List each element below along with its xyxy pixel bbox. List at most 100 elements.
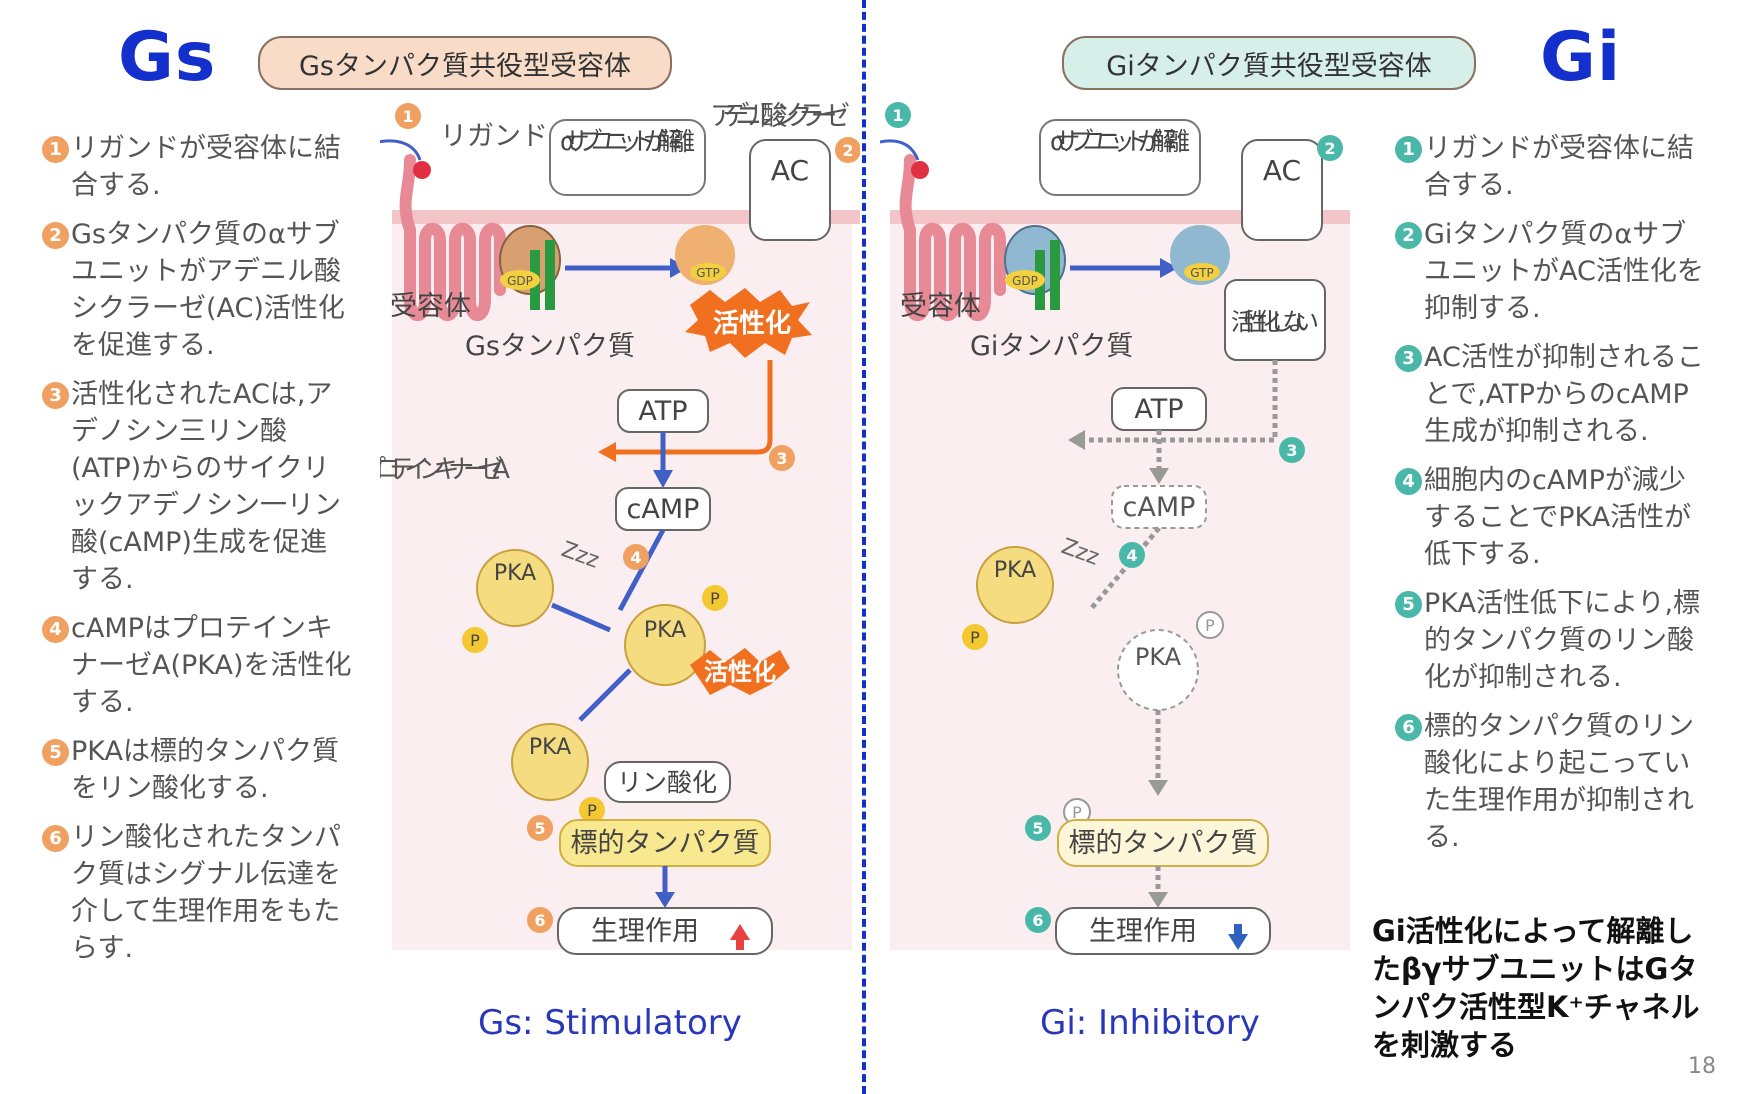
gs-ligand-arrow <box>380 139 422 161</box>
svg-text:5: 5 <box>534 819 545 838</box>
gs-receptor-shape <box>399 154 506 321</box>
gi-gdp <box>1005 270 1045 290</box>
svg-text:4: 4 <box>1126 546 1137 565</box>
gi-marker-5 <box>1025 815 1051 841</box>
gs-heading: Gs <box>118 18 217 97</box>
gi-marker-3 <box>1279 437 1305 463</box>
gs-physiology-label: 生理作用 <box>591 916 699 947</box>
gs-marker-5 <box>527 815 553 841</box>
gi-diagram: 1 受容体 GDP Giタンパク質 αサブユニットが解離 GTP AC 2 活性… <box>880 102 1350 955</box>
gi-pka-inactive <box>1117 629 1199 711</box>
gs-adenylate-label: アデニル酸シクラーゼ <box>710 101 850 132</box>
svg-text:PKA: PKA <box>494 561 536 586</box>
gs-step-3: 3 活性化されたACは,アデノシン三リン酸(ATP)からのサイクリックアデノシン一… <box>42 376 352 598</box>
gs-target-label: 標的タンパク質 <box>571 828 760 859</box>
gs-ac-label: AC <box>771 154 809 187</box>
gi-ligand-dot <box>911 161 929 179</box>
gi-target-label: 標的タンパク質 <box>1069 828 1258 859</box>
gi-physiology-label: 生理作用 <box>1089 916 1197 947</box>
gi-receptor-title: Giタンパク質共役型受容体 <box>1062 36 1476 90</box>
gs-activation-arrow <box>616 360 773 455</box>
gs-pka-arrow-2 <box>578 668 632 722</box>
gi-step-1: 1 リガンドが受容体に結合する. <box>1395 130 1705 204</box>
gs-phosphorylation-label: リン酸化 <box>617 768 717 797</box>
gs-gtp <box>690 263 726 281</box>
svg-text:PKA: PKA <box>644 618 686 643</box>
svg-text:P: P <box>710 589 720 608</box>
svg-text:PKA: PKA <box>1135 643 1182 671</box>
center-divider <box>862 0 866 1094</box>
svg-text:1: 1 <box>892 106 903 125</box>
gs-activation-burst <box>685 288 812 358</box>
gi-camp-arrow <box>1088 526 1161 612</box>
svg-text:P: P <box>470 631 480 650</box>
gs-g-protein-label: Gsタンパク質 <box>465 331 635 362</box>
gs-alpha-callout <box>549 119 706 196</box>
gi-marker-1 <box>885 102 911 128</box>
gs-ligand-dot <box>413 161 431 179</box>
gs-diagram: 1 リガンド 受容体 GDP Gsタンパク質 αサブユニットが解離 GTP AC… <box>380 101 860 955</box>
gi-step-5: 5 PKA活性低下により,標的タンパク質のリン酸化が抑制される. <box>1395 585 1705 696</box>
svg-text:GDP: GDP <box>507 274 533 288</box>
gi-caption: Gi: Inhibitory <box>1040 1003 1260 1043</box>
gs-gdp <box>500 270 540 290</box>
gi-step-3: 3 AC活性が抑制されることで,ATPからのcAMP生成が抑制される. <box>1395 339 1705 450</box>
gi-marker-4 <box>1119 542 1145 568</box>
gs-pka-activation-label: 活性化 <box>704 658 776 686</box>
svg-text:P: P <box>1072 803 1082 822</box>
gi-step-4: 4 細胞内のcAMPが減少することでPKA活性が低下する. <box>1395 462 1705 573</box>
gs-beta-subunit <box>545 240 555 310</box>
gs-alpha-label: αサブユニットが解離 <box>560 127 695 156</box>
svg-text:GDP: GDP <box>1012 274 1038 288</box>
gs-caption: Gs: Stimulatory <box>478 1003 742 1043</box>
gi-ac-label: AC <box>1263 154 1301 187</box>
gi-target-box <box>1057 819 1269 867</box>
gs-p-2 <box>702 585 728 611</box>
gs-marker-1 <box>395 103 421 129</box>
gi-receptor-label: 受容体 <box>900 291 981 322</box>
svg-text:P: P <box>587 801 597 820</box>
gs-step-2: 2 Gsタンパク質のαサブユニットがアデニル酸シクラーゼ(AC)活性化を促進する. <box>42 216 352 364</box>
gi-ac-box <box>1241 139 1323 241</box>
gs-marker-3 <box>769 445 795 471</box>
svg-text:3: 3 <box>1286 441 1297 460</box>
svg-text:3: 3 <box>776 449 787 468</box>
gi-alpha-callout <box>1039 119 1201 196</box>
svg-text:2: 2 <box>842 141 853 160</box>
gs-ac-box <box>749 139 831 241</box>
svg-text:GTP: GTP <box>1190 266 1213 280</box>
svg-text:P: P <box>970 628 980 647</box>
gs-up-arrow-icon <box>730 924 750 950</box>
gi-marker-6 <box>1025 907 1051 933</box>
gs-p-1 <box>462 627 488 653</box>
svg-text:2: 2 <box>1324 139 1335 158</box>
gi-down-arrow-icon <box>1228 924 1248 950</box>
gi-beta-subunit <box>1050 240 1060 310</box>
gi-physiology-box <box>1055 907 1271 955</box>
gs-protein-kinase-label: プロテインキナーゼA <box>380 455 510 485</box>
gi-steps: 1 リガンドが受容体に結合する. 2 Giタンパク質のαサブユニットがAC活性化を抑… <box>1395 130 1705 868</box>
gi-note: Gi活性化によって解離したβγサブユニットはGタンパク活性型K⁺チャネルを刺激す… <box>1372 914 1700 1062</box>
gs-receptor-label: 受容体 <box>390 291 471 322</box>
gs-marker-4 <box>623 544 649 570</box>
gs-receptor-title: Gsタンパク質共役型受容体 <box>258 36 672 90</box>
gi-camp-box <box>1111 485 1207 529</box>
gi-marker-2 <box>1317 135 1343 161</box>
gs-atp-label: ATP <box>638 396 687 427</box>
gs-camp-label: cAMP <box>627 494 700 525</box>
gs-activation-label: 活性化 <box>713 309 791 339</box>
svg-text:6: 6 <box>1032 911 1043 930</box>
gi-step-6: 6 標的タンパク質のリン酸化により起こっていた生理作用が抑制される. <box>1395 708 1705 856</box>
gi-p-2 <box>1196 611 1224 639</box>
svg-text:PKA: PKA <box>529 735 571 760</box>
gs-pka-arrow <box>551 602 611 633</box>
gi-membrane <box>890 210 1350 224</box>
page-number: 18 <box>1688 1054 1716 1079</box>
svg-text:1: 1 <box>402 107 413 126</box>
gi-heading: Gi <box>1540 18 1622 97</box>
svg-text:GTP: GTP <box>696 266 719 280</box>
gi-p-1 <box>962 624 988 650</box>
gs-p-3 <box>579 797 605 823</box>
gi-receptor-shape <box>899 154 1006 321</box>
gs-pka-sleeping <box>476 549 554 627</box>
